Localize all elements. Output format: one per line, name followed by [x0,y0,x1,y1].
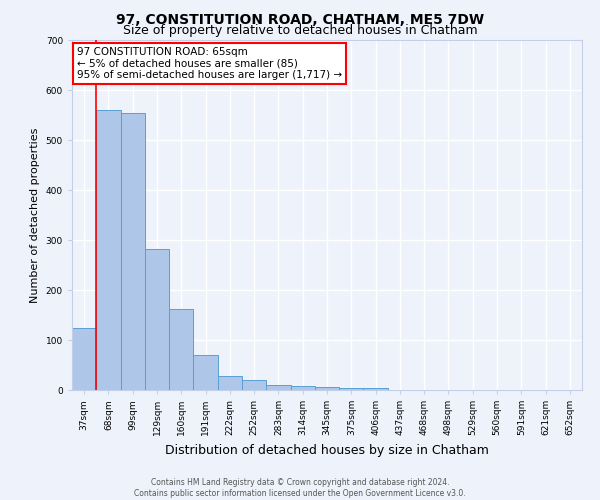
Text: 97 CONSTITUTION ROAD: 65sqm
← 5% of detached houses are smaller (85)
95% of semi: 97 CONSTITUTION ROAD: 65sqm ← 5% of deta… [77,47,342,80]
Bar [315,387,339,390]
Text: Size of property relative to detached houses in Chatham: Size of property relative to detached ho… [122,24,478,37]
Bar [72,328,96,390]
Bar [339,388,364,390]
Bar [364,388,388,390]
Text: Contains HM Land Registry data © Crown copyright and database right 2024.
Contai: Contains HM Land Registry data © Crown c… [134,478,466,498]
Bar [121,112,145,390]
Bar [145,248,169,390]
Bar [193,355,218,390]
Bar [266,385,290,390]
Y-axis label: Number of detached properties: Number of detached properties [30,128,40,302]
X-axis label: Distribution of detached houses by size in Chatham: Distribution of detached houses by size … [165,444,489,456]
Bar [169,308,193,390]
Bar [242,380,266,390]
Bar [96,110,121,390]
Text: 97, CONSTITUTION ROAD, CHATHAM, ME5 7DW: 97, CONSTITUTION ROAD, CHATHAM, ME5 7DW [116,12,484,26]
Bar [218,376,242,390]
Bar [290,386,315,390]
